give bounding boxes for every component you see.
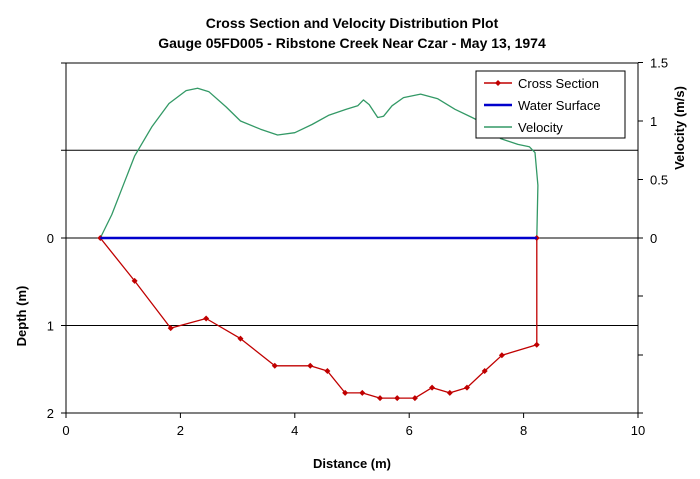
depth-axis-ticks: 0 1 2	[47, 62, 66, 421]
cross-section-point	[167, 325, 174, 332]
series-layer	[97, 87, 540, 402]
cross-section-point	[411, 395, 418, 402]
depth-tick-label: 1	[47, 319, 54, 334]
cross-section-point	[237, 335, 244, 342]
velocity-tick-label: 1.5	[650, 56, 668, 71]
cross-section-point	[342, 389, 349, 396]
velocity-tick-label: 1	[650, 114, 657, 129]
cross-section-point	[394, 395, 401, 402]
cross-section-line	[99, 237, 538, 399]
x-axis-ticks: 0 2 4 6 8 10	[62, 413, 645, 438]
velocity-axis-title: Velocity (m/s)	[672, 86, 687, 170]
depth-tick-label: 0	[47, 231, 54, 246]
cross-section-point	[498, 352, 505, 359]
cross-section-point	[203, 315, 210, 322]
cross-section-point	[463, 384, 470, 391]
chart-title: Cross Section and Velocity Distribution …	[206, 15, 499, 31]
cross-section-point	[307, 362, 314, 369]
cross-section-point	[377, 395, 384, 402]
x-axis-title: Distance (m)	[313, 456, 391, 471]
x-tick-label: 8	[520, 423, 527, 438]
legend-label-cross-section: Cross Section	[518, 76, 599, 91]
cross-section-point	[446, 389, 453, 396]
cross-section-point	[429, 384, 436, 391]
x-tick-label: 6	[406, 423, 413, 438]
cross-section-point	[481, 368, 488, 374]
velocity-tick-label: 0.5	[650, 173, 668, 188]
x-tick-label: 2	[177, 423, 184, 438]
legend-marker-cross-section	[495, 80, 501, 86]
x-tick-label: 0	[62, 423, 69, 438]
velocity-tick-label: 0	[650, 231, 657, 246]
velocity-axis-ticks: 0 0.5 1 1.5	[638, 56, 668, 414]
depth-tick-label: 2	[47, 406, 54, 421]
x-tick-label: 10	[631, 423, 645, 438]
chart-subtitle: Gauge 05FD005 - Ribstone Creek Near Czar…	[158, 35, 546, 51]
x-tick-label: 4	[291, 423, 298, 438]
depth-axis-title: Depth (m)	[14, 286, 29, 347]
legend-label-water-surface: Water Surface	[518, 98, 601, 113]
legend-label-velocity: Velocity	[518, 120, 563, 135]
legend: Cross Section Water Surface Velocity	[475, 70, 626, 139]
cross-section-point	[359, 389, 366, 396]
cross-section-point	[324, 368, 331, 374]
cross-section-point	[131, 277, 138, 284]
cross-section-point	[533, 341, 540, 348]
velocity-line	[99, 87, 539, 239]
cross-section-point	[271, 362, 278, 369]
